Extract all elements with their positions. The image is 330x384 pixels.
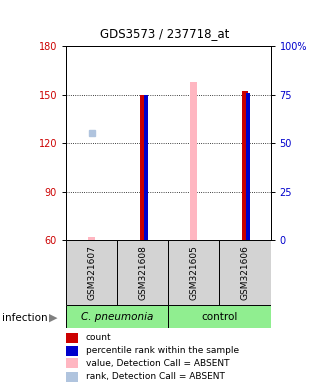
Bar xyxy=(66,240,117,305)
Text: value, Detection Call = ABSENT: value, Detection Call = ABSENT xyxy=(86,359,229,368)
Bar xyxy=(66,346,78,356)
Bar xyxy=(66,333,78,343)
Text: infection: infection xyxy=(2,313,47,323)
Bar xyxy=(190,82,197,240)
Text: count: count xyxy=(86,333,112,342)
Bar xyxy=(88,237,95,240)
Text: GSM321607: GSM321607 xyxy=(87,245,96,300)
Text: GDS3573 / 237718_at: GDS3573 / 237718_at xyxy=(100,27,230,40)
Bar xyxy=(66,358,78,368)
Text: GSM321608: GSM321608 xyxy=(138,245,147,300)
Bar xyxy=(168,305,271,328)
Bar xyxy=(243,91,248,240)
Bar xyxy=(117,240,168,305)
Text: control: control xyxy=(201,312,238,322)
Text: GSM321605: GSM321605 xyxy=(189,245,198,300)
Bar xyxy=(144,94,148,240)
Text: ▶: ▶ xyxy=(49,313,57,323)
Bar xyxy=(168,240,219,305)
Bar xyxy=(66,372,78,382)
Text: rank, Detection Call = ABSENT: rank, Detection Call = ABSENT xyxy=(86,372,225,381)
Text: C. pneumonia: C. pneumonia xyxy=(81,312,153,322)
Text: GSM321606: GSM321606 xyxy=(241,245,249,300)
Bar xyxy=(140,94,145,240)
Text: percentile rank within the sample: percentile rank within the sample xyxy=(86,346,239,355)
Bar xyxy=(219,240,271,305)
Bar xyxy=(246,93,250,240)
Bar xyxy=(66,305,168,328)
